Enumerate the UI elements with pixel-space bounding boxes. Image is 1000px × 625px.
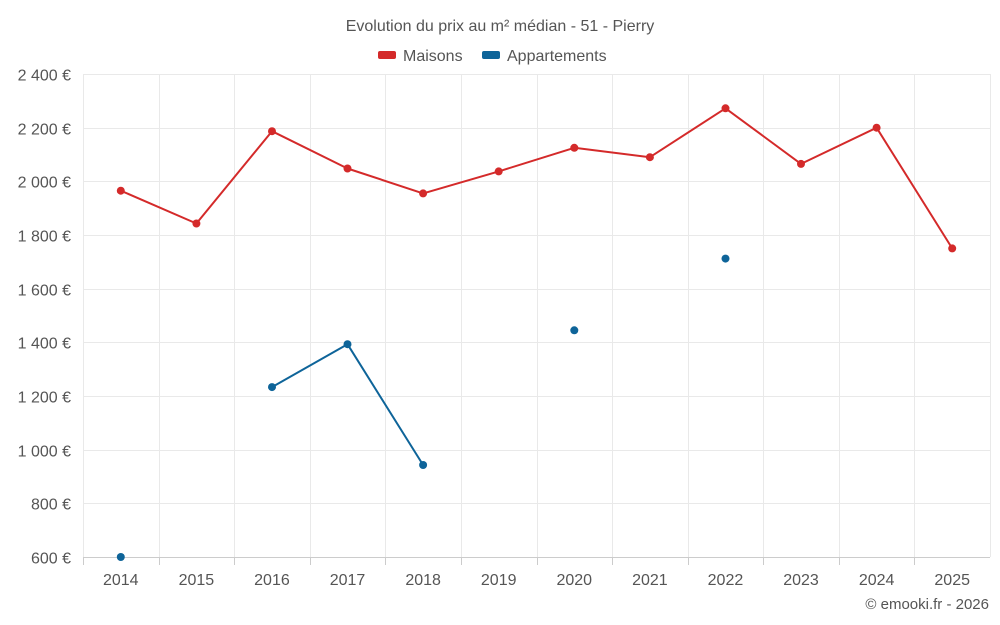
- y-tick-label: 1 000 €: [18, 444, 71, 461]
- data-point-2025[interactable]: [948, 244, 957, 253]
- y-tick-label: 2 000 €: [18, 175, 71, 192]
- series-layer: [116, 104, 957, 561]
- x-tick-label: 2022: [708, 572, 744, 589]
- series-line: [120, 107, 954, 249]
- data-point-2018[interactable]: [419, 461, 428, 469]
- chart-legend: Maisons Appartements: [378, 48, 607, 65]
- data-point-2022[interactable]: [721, 254, 730, 263]
- chart-credit: © emooki.fr - 2026: [865, 596, 989, 613]
- data-point-2016[interactable]: [268, 127, 276, 136]
- chart-title: Evolution du prix au m² médian - 51 - Pi…: [346, 18, 655, 35]
- x-tick-label: 2021: [632, 572, 668, 589]
- y-tick-label: 1 200 €: [18, 390, 71, 407]
- legend-label: Maisons: [403, 48, 463, 65]
- x-tick-label: 2019: [481, 572, 517, 589]
- data-point-2022[interactable]: [721, 104, 730, 113]
- legend-label: Appartements: [507, 48, 607, 65]
- data-point-2017[interactable]: [343, 164, 352, 173]
- x-tick-label: 2014: [103, 572, 139, 589]
- x-tick-label: 2017: [330, 572, 366, 589]
- y-tick-label: 1 600 €: [18, 283, 71, 300]
- legend-swatch: [482, 51, 500, 59]
- legend-item-appartements[interactable]: Appartements: [482, 48, 607, 65]
- data-point-2014[interactable]: [116, 186, 125, 195]
- y-tick-label: 2 200 €: [18, 122, 71, 139]
- data-point-2014[interactable]: [116, 553, 125, 561]
- data-point-2020[interactable]: [570, 326, 579, 335]
- x-tick-label: 2024: [859, 572, 895, 589]
- data-point-2016[interactable]: [268, 383, 276, 392]
- data-point-2019[interactable]: [494, 167, 503, 176]
- data-point-2015[interactable]: [192, 219, 201, 228]
- data-point-2023[interactable]: [797, 159, 805, 168]
- series-maisons: [116, 104, 957, 253]
- legend-swatch: [378, 51, 396, 59]
- x-tick-label: 2025: [934, 572, 970, 589]
- x-tick-label: 2023: [783, 572, 819, 589]
- y-tick-label: 2 400 €: [18, 68, 71, 85]
- y-axis-labels: 600 € 800 € 1 000 € 1 200 € 1 400 € 1 600 € 1 …: [18, 68, 71, 568]
- y-tick-label: 600 €: [31, 551, 71, 568]
- data-point-2017[interactable]: [343, 340, 352, 349]
- y-tick-label: 800 €: [31, 497, 71, 514]
- x-tick-label: 2015: [179, 572, 215, 589]
- x-tick-label: 2020: [556, 572, 592, 589]
- data-point-2018[interactable]: [419, 189, 428, 198]
- data-point-2021[interactable]: [645, 153, 654, 162]
- x-gridlines: [83, 74, 991, 557]
- x-tick-label: 2016: [254, 572, 290, 589]
- data-point-2024[interactable]: [872, 123, 881, 132]
- series-appartements: [116, 254, 730, 561]
- series-line: [271, 343, 424, 466]
- y-tick-label: 1 800 €: [18, 229, 71, 246]
- data-point-2020[interactable]: [570, 143, 579, 152]
- y-tick-label: 1 400 €: [18, 336, 71, 353]
- x-axis-labels: 2014 2015 2016 2017 2018 2019 2020 2021 2022 2023…: [83, 557, 970, 589]
- x-tick-label: 2018: [405, 572, 441, 589]
- legend-item-maisons[interactable]: Maisons: [378, 48, 463, 65]
